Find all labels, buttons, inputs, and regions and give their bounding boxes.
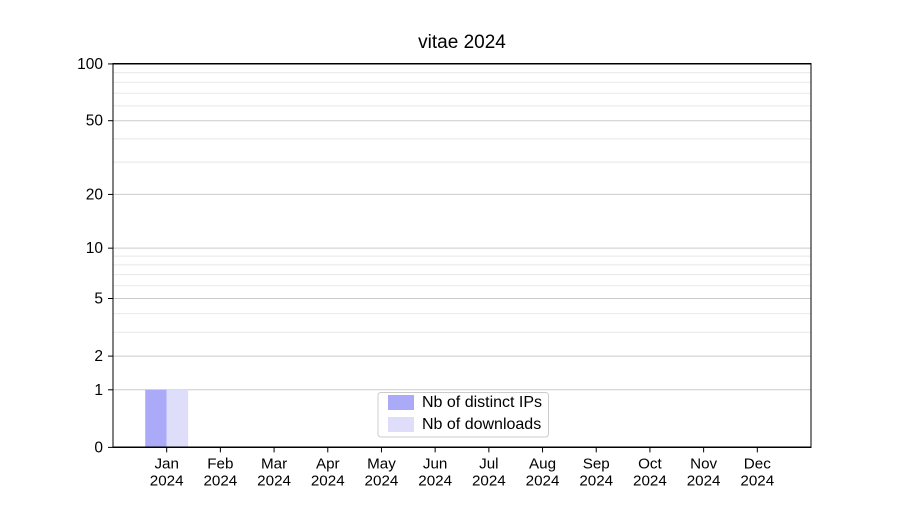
svg-text:Mar: Mar <box>261 455 287 472</box>
svg-text:Nb of downloads: Nb of downloads <box>422 416 541 433</box>
svg-text:2024: 2024 <box>579 472 613 489</box>
svg-text:Feb: Feb <box>207 455 233 472</box>
svg-text:Jun: Jun <box>423 455 448 472</box>
svg-text:2024: 2024 <box>365 472 399 489</box>
svg-text:2024: 2024 <box>472 472 506 489</box>
svg-text:0: 0 <box>94 439 103 456</box>
svg-text:100: 100 <box>77 56 103 73</box>
svg-text:2024: 2024 <box>311 472 345 489</box>
svg-text:Nov: Nov <box>690 455 717 472</box>
svg-text:2024: 2024 <box>633 472 667 489</box>
svg-text:Oct: Oct <box>638 455 662 472</box>
svg-text:1: 1 <box>94 382 103 399</box>
svg-text:2: 2 <box>94 348 103 365</box>
svg-text:2024: 2024 <box>257 472 291 489</box>
svg-text:Sep: Sep <box>583 455 610 472</box>
svg-text:2024: 2024 <box>687 472 721 489</box>
svg-text:2024: 2024 <box>203 472 237 489</box>
svg-text:5: 5 <box>94 291 103 308</box>
svg-text:10: 10 <box>86 240 104 257</box>
svg-text:Apr: Apr <box>316 455 340 472</box>
svg-text:Dec: Dec <box>744 455 771 472</box>
svg-text:Nb of distinct IPs: Nb of distinct IPs <box>422 394 542 411</box>
svg-text:vitae 2024: vitae 2024 <box>418 32 506 53</box>
svg-text:20: 20 <box>86 186 104 203</box>
svg-text:Jan: Jan <box>154 455 179 472</box>
svg-text:Aug: Aug <box>529 455 556 472</box>
svg-text:50: 50 <box>86 113 104 130</box>
svg-text:2024: 2024 <box>526 472 560 489</box>
svg-text:May: May <box>367 455 396 472</box>
svg-text:2024: 2024 <box>740 472 774 489</box>
svg-text:2024: 2024 <box>418 472 452 489</box>
svg-text:2024: 2024 <box>150 472 184 489</box>
svg-text:Jul: Jul <box>479 455 498 472</box>
